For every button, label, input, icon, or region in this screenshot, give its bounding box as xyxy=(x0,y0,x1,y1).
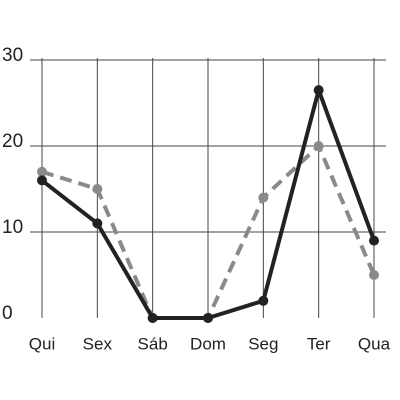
data-point xyxy=(313,85,324,96)
data-point xyxy=(37,166,47,177)
data-point xyxy=(37,175,47,186)
x-tick-label: Qui xyxy=(29,334,55,353)
data-point xyxy=(92,218,103,229)
data-point xyxy=(369,235,379,246)
x-tick-label: Qua xyxy=(358,334,391,353)
x-tick-label: Sáb xyxy=(138,334,168,353)
x-tick-label: Seg xyxy=(248,334,278,353)
data-point xyxy=(313,141,324,151)
y-tick-label: 30 xyxy=(2,45,23,66)
y-tick-label: 20 xyxy=(2,131,23,152)
y-tick-label: 10 xyxy=(2,217,23,238)
data-point xyxy=(258,295,269,306)
data-point xyxy=(369,270,379,280)
x-tick-label: Sex xyxy=(83,334,113,353)
x-tick-label: Ter xyxy=(307,334,331,353)
x-tick-label: Dom xyxy=(190,334,226,353)
data-point xyxy=(203,313,213,323)
data-point xyxy=(147,313,158,323)
data-point xyxy=(258,192,269,203)
y-tick-label: 0 xyxy=(2,303,13,324)
data-point xyxy=(92,184,103,194)
